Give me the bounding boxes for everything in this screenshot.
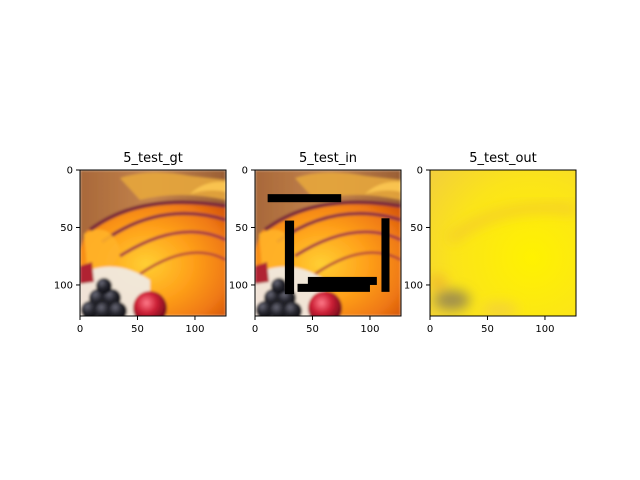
image-area (80, 170, 226, 316)
panel-1: 5_test_gt 0 50 100 0 50 100 (54, 151, 227, 335)
y-tick-label: 0 (67, 166, 73, 177)
y-tick-label: 0 (242, 166, 248, 177)
x-tick-label: 50 (481, 324, 494, 335)
x-tick-label: 100 (185, 324, 204, 335)
y-tick-label: 100 (54, 280, 73, 291)
mask-rect (297, 283, 370, 292)
mask-rect (381, 218, 390, 292)
y-tick-label: 100 (229, 280, 248, 291)
axes-frame (79, 169, 227, 317)
mask-rect (284, 220, 295, 295)
y-tick-label: 50 (235, 223, 248, 234)
mask-rect (307, 276, 377, 285)
panel-title: 5_test_in (299, 151, 357, 166)
panel-title: 5_test_out (469, 151, 537, 166)
image-area (255, 170, 401, 316)
y-tick-label: 50 (410, 223, 423, 234)
y-tick-label: 0 (417, 166, 423, 177)
x-tick-label: 0 (77, 324, 83, 335)
image-area (430, 170, 576, 316)
panel-3: 5_test_out 0 50 100 0 50 100 (404, 151, 577, 335)
x-tick-label: 100 (535, 324, 554, 335)
x-tick-label: 50 (306, 324, 319, 335)
x-tick-label: 100 (360, 324, 379, 335)
y-tick-label: 100 (404, 280, 423, 291)
y-tick-label: 50 (60, 223, 73, 234)
panel-title: 5_test_gt (123, 151, 183, 166)
x-tick-label: 0 (427, 324, 433, 335)
x-tick-label: 0 (252, 324, 258, 335)
x-tick-label: 50 (131, 324, 144, 335)
axes-frame (429, 169, 577, 317)
axes-frame (254, 169, 402, 317)
panel-2: 5_test_in 0 50 100 0 50 100 (229, 151, 402, 335)
mask-rect (267, 194, 342, 203)
